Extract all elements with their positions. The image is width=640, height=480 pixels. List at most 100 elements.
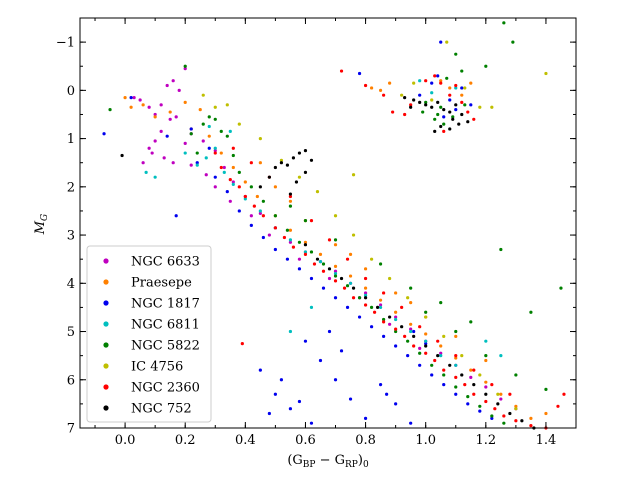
data-point-s4-12 [273, 214, 277, 218]
data-point-s3-5 [213, 146, 217, 150]
data-point-s3-27 [207, 124, 211, 129]
data-point-s2-10 [273, 247, 277, 252]
data-point-s1-45 [258, 161, 262, 165]
data-point-s7-27 [472, 382, 476, 387]
data-point-s2-26 [466, 402, 470, 406]
data-point-s2-53 [442, 115, 446, 119]
data-point-s2-20 [394, 344, 398, 348]
data-point-s0-52 [150, 151, 154, 155]
data-point-s1-22 [409, 322, 413, 326]
data-point-s7-40 [448, 110, 452, 114]
data-point-s7-43 [439, 124, 443, 129]
data-point-s6-19 [394, 327, 398, 331]
data-point-s1-17 [333, 264, 338, 269]
data-point-s1-4 [168, 110, 172, 114]
data-point-s1-3 [153, 115, 157, 119]
data-point-s1-23 [424, 332, 428, 336]
data-point-s6-7 [273, 226, 277, 230]
data-point-s2-55 [357, 71, 362, 76]
data-point-s2-48 [430, 81, 434, 85]
data-point-s1-21 [394, 310, 398, 314]
data-point-s6-22 [424, 351, 428, 355]
x-tick-label-4: 0.8 [355, 433, 376, 448]
data-point-s7-37 [430, 105, 434, 109]
data-point-s7-3 [273, 165, 277, 170]
data-point-s7-24 [436, 354, 440, 358]
data-point-s2-50 [448, 98, 452, 102]
data-point-s5-18 [514, 407, 518, 411]
data-point-s0-1 [138, 98, 142, 102]
data-point-s2-1 [129, 95, 133, 100]
data-point-s2-56 [189, 127, 193, 131]
data-point-s5-19 [351, 173, 356, 177]
data-point-s5-6 [297, 175, 302, 179]
data-point-s0-9 [168, 117, 172, 121]
data-point-s2-25 [454, 392, 458, 396]
data-point-s7-39 [442, 108, 446, 112]
data-point-s6-13 [333, 279, 338, 283]
x-tick-label-0: 0.0 [115, 433, 136, 448]
data-point-s7-8 [303, 149, 308, 153]
data-point-s7-15 [327, 267, 332, 271]
data-point-s1-27 [484, 380, 488, 384]
x-tick-label-6: 1.2 [475, 433, 496, 448]
data-point-s5-5 [279, 158, 284, 162]
data-point-s7-23 [424, 344, 428, 348]
data-point-s7-7 [297, 151, 302, 155]
legend-marker-6 [103, 384, 109, 390]
data-point-s0-13 [162, 156, 166, 160]
data-point-s7-29 [496, 402, 500, 406]
data-point-s5-1 [213, 105, 217, 109]
data-point-s1-31 [273, 185, 277, 189]
data-point-s4-2 [195, 151, 199, 155]
data-point-s4-46 [288, 204, 293, 208]
data-point-s0-18 [213, 149, 217, 153]
data-point-s1-44 [469, 81, 473, 85]
data-point-s6-28 [484, 399, 488, 404]
data-point-s2-46 [439, 40, 443, 44]
data-point-s7-2 [267, 175, 271, 179]
data-point-s4-15 [309, 250, 314, 254]
data-point-s7-5 [285, 163, 290, 167]
data-point-s4-21 [382, 317, 386, 322]
data-point-s4-61 [424, 100, 428, 105]
data-point-s6-6 [261, 214, 265, 218]
data-point-s7-20 [388, 315, 392, 319]
data-point-s1-41 [439, 79, 443, 83]
data-point-s7-19 [376, 305, 380, 310]
y-tick-label-5: 4 [67, 277, 75, 292]
legend-items: NGC 6633 Praesepe NGC 1817 NGC 6811 NGC 5822… [103, 255, 200, 417]
data-point-s7-34 [412, 98, 416, 102]
data-point-s5-25 [544, 71, 548, 76]
data-point-s4-56 [433, 117, 437, 121]
data-point-s3-0 [144, 170, 148, 174]
data-point-s6-66 [562, 392, 566, 396]
data-point-s4-20 [369, 305, 374, 310]
data-point-s0-19 [222, 165, 226, 170]
data-point-s4-52 [502, 21, 506, 25]
data-point-s0-12 [147, 146, 151, 150]
data-point-s0-6 [171, 79, 175, 83]
data-point-s4-23 [406, 339, 410, 343]
data-point-s1-49 [484, 358, 488, 363]
data-point-s6-30 [502, 414, 506, 418]
y-tick-label-4: 3 [67, 229, 75, 244]
data-point-s4-57 [442, 122, 446, 126]
data-point-s3-1 [153, 175, 157, 179]
data-point-s0-14 [171, 161, 175, 165]
data-point-s7-18 [363, 296, 368, 300]
data-point-s6-63 [442, 129, 446, 133]
data-point-s1-50 [544, 411, 548, 416]
data-point-s1-48 [409, 300, 413, 305]
data-point-s2-40 [327, 329, 332, 334]
data-point-s6-61 [460, 100, 464, 105]
data-point-s7-9 [309, 158, 314, 162]
data-point-s6-3 [237, 185, 241, 189]
y-tick-label-2: 1 [67, 132, 75, 147]
data-point-s3-3 [195, 163, 199, 167]
data-point-s1-16 [318, 252, 323, 256]
legend-label-2: NGC 1817 [131, 297, 200, 312]
data-point-s7-28 [484, 392, 488, 396]
y-tick-label-7: 6 [67, 373, 75, 388]
data-point-s6-5 [252, 204, 256, 208]
